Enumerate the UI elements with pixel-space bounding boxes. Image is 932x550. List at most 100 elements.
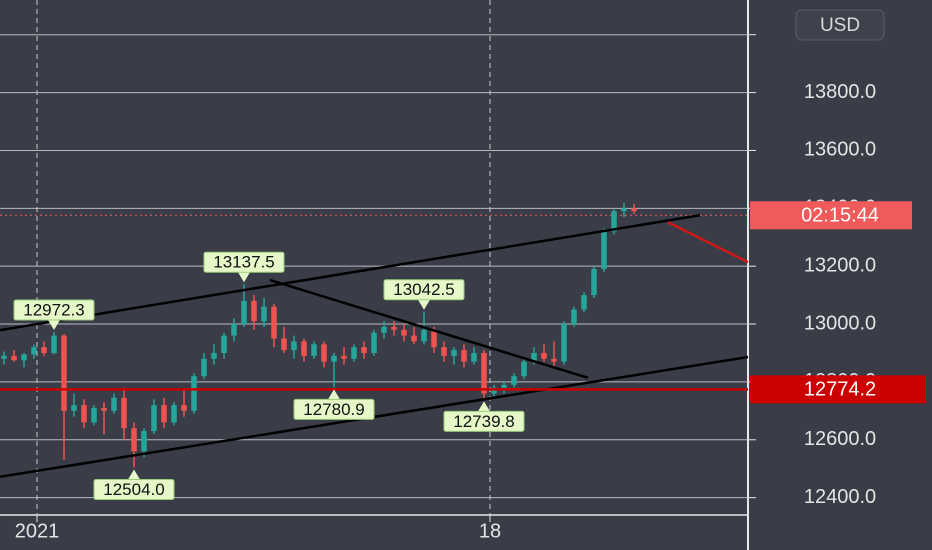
trendline — [269, 278, 589, 380]
candle-body — [181, 405, 187, 411]
candle-body — [591, 269, 597, 296]
y-tick-label: 13600.0 — [804, 139, 876, 161]
candle-body — [11, 355, 17, 361]
annotation-pointer — [238, 272, 250, 283]
candle-body — [631, 208, 637, 212]
candle-body — [141, 431, 147, 452]
candle-body — [401, 329, 407, 336]
candle-body — [421, 329, 427, 342]
countdown-label: 02:15:44 — [801, 205, 879, 227]
candle-body — [611, 211, 617, 232]
candle-body — [161, 405, 167, 423]
annotation-box — [13, 299, 95, 321]
candle-body — [501, 384, 507, 388]
candle-body — [531, 352, 537, 362]
level-label: 12774.2 — [804, 379, 876, 401]
candle-body — [341, 355, 347, 359]
candle-body — [241, 300, 247, 325]
candle-body — [171, 405, 177, 423]
candle-body — [431, 329, 437, 348]
candle-body — [251, 300, 257, 322]
candle-body — [111, 397, 117, 411]
candle-body — [131, 428, 137, 452]
candle-body — [221, 335, 227, 353]
candle-body — [481, 352, 487, 394]
candle-body — [151, 405, 157, 432]
annotation-box — [93, 479, 175, 501]
candle-body — [541, 352, 547, 359]
candle-body — [211, 352, 217, 359]
annotation-label: 13042.5 — [393, 280, 454, 299]
annotation-pointer — [418, 299, 430, 310]
candle-body — [31, 347, 37, 355]
annotation-pointer — [48, 320, 60, 331]
annotation-label: 13137.5 — [213, 253, 274, 272]
candle-body — [271, 306, 277, 339]
candle-body — [311, 344, 317, 356]
candle-body — [461, 350, 467, 362]
annotation-pointer — [328, 389, 340, 400]
candle-body — [321, 344, 327, 362]
candle-body — [371, 332, 377, 353]
candle-body — [561, 324, 567, 362]
annotation-pointer — [128, 469, 140, 480]
y-tick-label: 13200.0 — [804, 254, 876, 276]
annotation-label: 12780.9 — [303, 400, 364, 419]
candle-body — [521, 361, 527, 377]
candle-body — [101, 407, 107, 411]
trendline — [0, 214, 701, 332]
candle-body — [571, 309, 577, 325]
candle-body — [331, 355, 337, 362]
y-tick-label: 12400.0 — [804, 486, 876, 508]
annotation-box — [203, 251, 285, 273]
level-label-box — [750, 375, 926, 404]
candle-body — [581, 295, 587, 310]
candle-body — [441, 347, 447, 356]
annotation-box — [293, 398, 375, 420]
annotation-pointer — [478, 401, 490, 412]
candle-body — [261, 306, 267, 322]
y-tick-label: 12600.0 — [804, 428, 876, 450]
annotation-label: 12972.3 — [23, 301, 84, 320]
candle-body — [1, 355, 7, 359]
candle-body — [21, 354, 27, 361]
candle-body — [91, 407, 97, 423]
y-tick-label: 13000.0 — [804, 312, 876, 334]
candle-body — [201, 358, 207, 377]
candle-body — [621, 208, 627, 212]
y-tick-label: 13800.0 — [804, 81, 876, 103]
candle-body — [291, 341, 297, 351]
candle-body — [301, 341, 307, 356]
candle-body — [231, 324, 237, 336]
candle-body — [361, 347, 367, 353]
candle-body — [601, 231, 607, 270]
candle-body — [41, 347, 47, 353]
candle-body — [61, 335, 67, 411]
candle-body — [551, 358, 557, 362]
annotation-box — [383, 279, 465, 301]
candle-body — [391, 326, 397, 330]
candle-body — [381, 326, 387, 333]
trendline — [667, 221, 749, 264]
annotation-label: 12504.0 — [103, 480, 164, 499]
candle-body — [191, 376, 197, 411]
annotation-label: 12739.8 — [453, 412, 514, 431]
currency-button[interactable] — [795, 9, 885, 41]
candle-body — [71, 405, 77, 411]
candle-body — [281, 338, 287, 351]
candle-body — [351, 347, 357, 359]
annotation-box — [443, 410, 525, 432]
candle-body — [471, 352, 477, 362]
candle-body — [121, 397, 127, 429]
candle-body — [411, 335, 417, 342]
countdown-box — [750, 201, 912, 230]
x-tick-label: 2021 — [15, 520, 60, 542]
candle-body — [451, 350, 457, 356]
candle-body — [511, 376, 517, 385]
candle-body — [81, 405, 87, 423]
currency-button-label[interactable]: USD — [820, 15, 860, 36]
x-tick-label: 18 — [479, 520, 501, 542]
candle-body — [51, 335, 57, 353]
